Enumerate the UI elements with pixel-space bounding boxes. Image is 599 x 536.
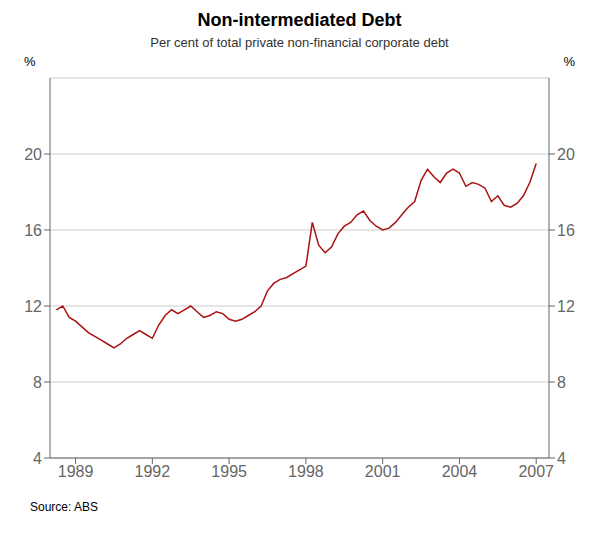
svg-text:20: 20 xyxy=(24,146,42,163)
svg-text:12: 12 xyxy=(557,298,575,315)
svg-text:4: 4 xyxy=(33,450,42,467)
svg-text:1992: 1992 xyxy=(135,463,171,480)
svg-text:2004: 2004 xyxy=(442,463,478,480)
html-text:Source: ABS: Source: ABS xyxy=(30,500,98,514)
svg-text:8: 8 xyxy=(33,374,42,391)
svg-text:1998: 1998 xyxy=(288,463,324,480)
html-text:Per cent of total private non-: Per cent of total private non-financial … xyxy=(150,35,449,50)
svg-text:8: 8 xyxy=(557,374,566,391)
svg-text:4: 4 xyxy=(557,450,566,467)
svg-text:12: 12 xyxy=(24,298,42,315)
svg-text:2007: 2007 xyxy=(518,463,554,480)
html-text:Non-intermediated Debt: Non-intermediated Debt xyxy=(197,10,402,30)
svg-text:2001: 2001 xyxy=(365,463,401,480)
svg-text:1995: 1995 xyxy=(211,463,247,480)
svg-text:16: 16 xyxy=(24,222,42,239)
svg-text:20: 20 xyxy=(557,146,575,163)
svg-text:16: 16 xyxy=(557,222,575,239)
svg-text:1989: 1989 xyxy=(58,463,94,480)
